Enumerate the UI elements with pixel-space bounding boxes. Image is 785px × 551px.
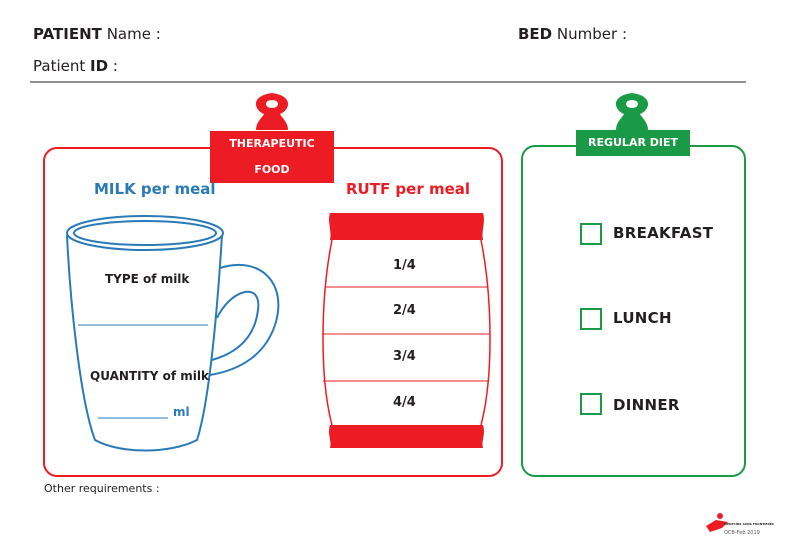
patient-id-label: Patient ID : [33, 57, 118, 75]
milk-mug-illustration [66, 215, 280, 452]
bed-number-label: BED Number : [518, 25, 627, 43]
rutf-portion: 4/4 [393, 395, 416, 410]
version-label: OCB-Feb 2019 [724, 530, 760, 536]
rutf-portion: 3/4 [393, 349, 416, 364]
therapeutic-food-label: THERAPEUTIC FOOD [210, 131, 334, 183]
logo-text: MEDECINS SANS FRONTIERES [724, 522, 774, 526]
rutf-title: RUTF per meal [346, 180, 471, 198]
milk-title: MILK per meal [94, 180, 216, 198]
breakfast-checkbox[interactable] [580, 223, 602, 245]
other-requirements-label: Other requirements : [44, 482, 160, 495]
msf-logo-icon [706, 513, 728, 532]
regular-diet-label: REGULAR DIET [576, 130, 690, 156]
patient-name-label: PATIENT Name : [33, 25, 161, 43]
rutf-portion: 1/4 [393, 258, 416, 273]
rutf-portion: 2/4 [393, 303, 416, 318]
quantity-of-milk-label: QUANTITY of milk [90, 369, 209, 383]
green-hanger-icon [615, 93, 649, 130]
lunch-label: LUNCH [613, 309, 672, 327]
ml-unit: ml [173, 405, 190, 419]
breakfast-label: BREAKFAST [613, 224, 714, 242]
red-hanger-icon [255, 93, 289, 130]
rutf-sachet-illustration [322, 213, 491, 448]
dinner-checkbox[interactable] [580, 393, 602, 415]
type-of-milk-label: TYPE of milk [105, 272, 190, 286]
lunch-checkbox[interactable] [580, 308, 602, 330]
dinner-label: DINNER [613, 396, 680, 414]
